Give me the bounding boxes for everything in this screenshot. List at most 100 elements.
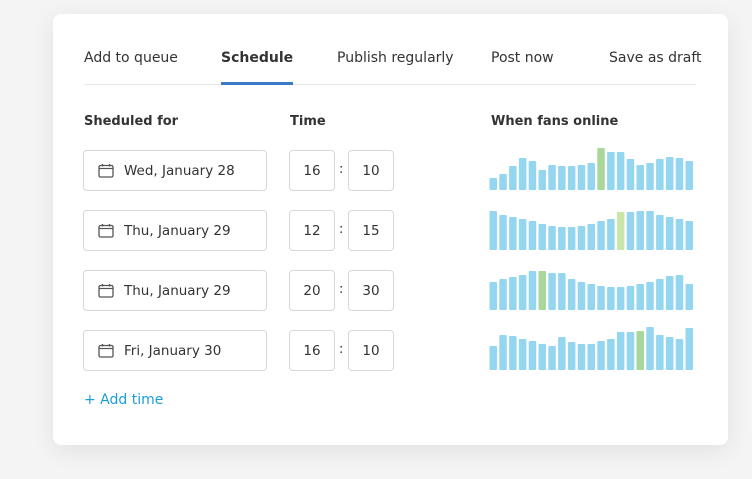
tab-post-now[interactable]: Post now [491,50,554,66]
fans-bar [528,341,537,370]
best-time-bar [616,212,625,250]
fans-bar [587,344,595,370]
minute-input[interactable]: 15 [348,210,394,251]
fans-bar [636,211,644,250]
minute-input[interactable]: 30 [348,270,394,311]
tab-bar: Add to queue Schedule Publish regularly … [84,14,702,85]
fans-bar [626,332,635,370]
fans-bar [528,271,537,310]
fans-bar [597,286,605,310]
fans-bar [587,224,595,250]
tab-schedule[interactable]: Schedule [221,50,294,85]
fans-bar [489,282,497,310]
fans-bar [607,152,615,190]
fans-bar [685,328,693,370]
fans-bar [675,219,684,250]
fans-bar [665,157,674,190]
fans-bar [567,166,576,190]
hour-input[interactable]: 16 [289,150,335,191]
fans-bar [528,161,537,190]
date-value: Fri, January 30 [124,342,222,359]
fans-bar [616,332,625,370]
fans-bar [646,163,654,190]
calendar-icon [98,284,114,298]
fans-bar [509,336,517,370]
fans-bar [499,215,507,250]
fans-bar [558,273,566,310]
fans-bar [587,163,595,190]
date-picker[interactable]: Thu, January 29 [83,210,267,251]
fans-bar [558,227,566,250]
tab-save-as-draft[interactable]: Save as draft [609,50,702,66]
add-time-link[interactable]: + Add time [84,392,164,408]
minute-input[interactable]: 10 [348,150,394,191]
fans-bar [567,227,576,250]
fans-bar [607,339,615,370]
fans-bar [685,161,693,190]
hour-input[interactable]: 20 [289,270,335,311]
fans-bar [675,275,684,310]
time-separator: : [339,342,344,357]
fans-bar [675,339,684,370]
fans-bar [646,211,654,250]
fans-bar [538,170,546,190]
fans-bar [518,158,527,190]
hour-input[interactable]: 12 [289,210,335,251]
fans-bar [509,166,517,190]
calendar-icon [98,164,114,178]
fans-bar [636,284,644,310]
time-separator: : [339,282,344,297]
fans-bar [528,221,537,250]
fans-bar [665,337,674,370]
fans-bar [646,327,654,370]
tab-publish-regularly[interactable]: Publish regularly [337,50,454,66]
fans-bar [499,279,507,310]
fans-bar [646,282,654,310]
fans-bar [616,152,625,190]
fans-bar [587,284,595,310]
fans-bar [489,346,497,370]
fans-bar [665,217,674,250]
date-picker[interactable]: Fri, January 30 [83,330,267,371]
fans-bar [685,284,693,310]
time-separator: : [339,222,344,237]
fans-bar [607,287,615,310]
fans-bar [626,159,635,190]
fans-online-chart [489,327,693,370]
fans-bar [656,159,664,190]
date-picker[interactable]: Wed, January 28 [83,150,267,191]
calendar-icon [98,344,114,358]
fans-bar [518,275,527,310]
fans-bar [607,219,615,250]
fans-bar [656,279,664,310]
time-separator: : [339,162,344,177]
fans-bar [538,224,546,250]
fans-bar [518,339,527,370]
fans-online-chart [489,148,693,190]
fans-bar [597,221,605,250]
fans-bar [577,165,586,190]
date-picker[interactable]: Thu, January 29 [83,270,267,311]
fans-online-label: When fans online [491,114,619,129]
date-value: Thu, January 29 [124,282,231,299]
fans-online-chart [489,271,693,310]
calendar-icon [98,224,114,238]
best-time-bar [636,331,644,370]
fans-bar [538,344,546,370]
fans-bar [626,212,635,250]
fans-bar [548,165,556,190]
fans-bar [675,158,684,190]
fans-bar [509,217,517,250]
minute-input[interactable]: 10 [348,330,394,371]
schedule-card: Add to queue Schedule Publish regularly … [53,14,728,445]
best-time-bar [538,271,546,310]
fans-bar [499,174,507,190]
fans-bar [548,273,556,310]
hour-input[interactable]: 16 [289,330,335,371]
tab-add-to-queue[interactable]: Add to queue [84,50,178,66]
fans-bar [636,165,644,190]
fans-bar [518,219,527,250]
time-label: Time [290,114,326,129]
fans-bar [548,346,556,370]
date-value: Wed, January 28 [124,162,235,179]
